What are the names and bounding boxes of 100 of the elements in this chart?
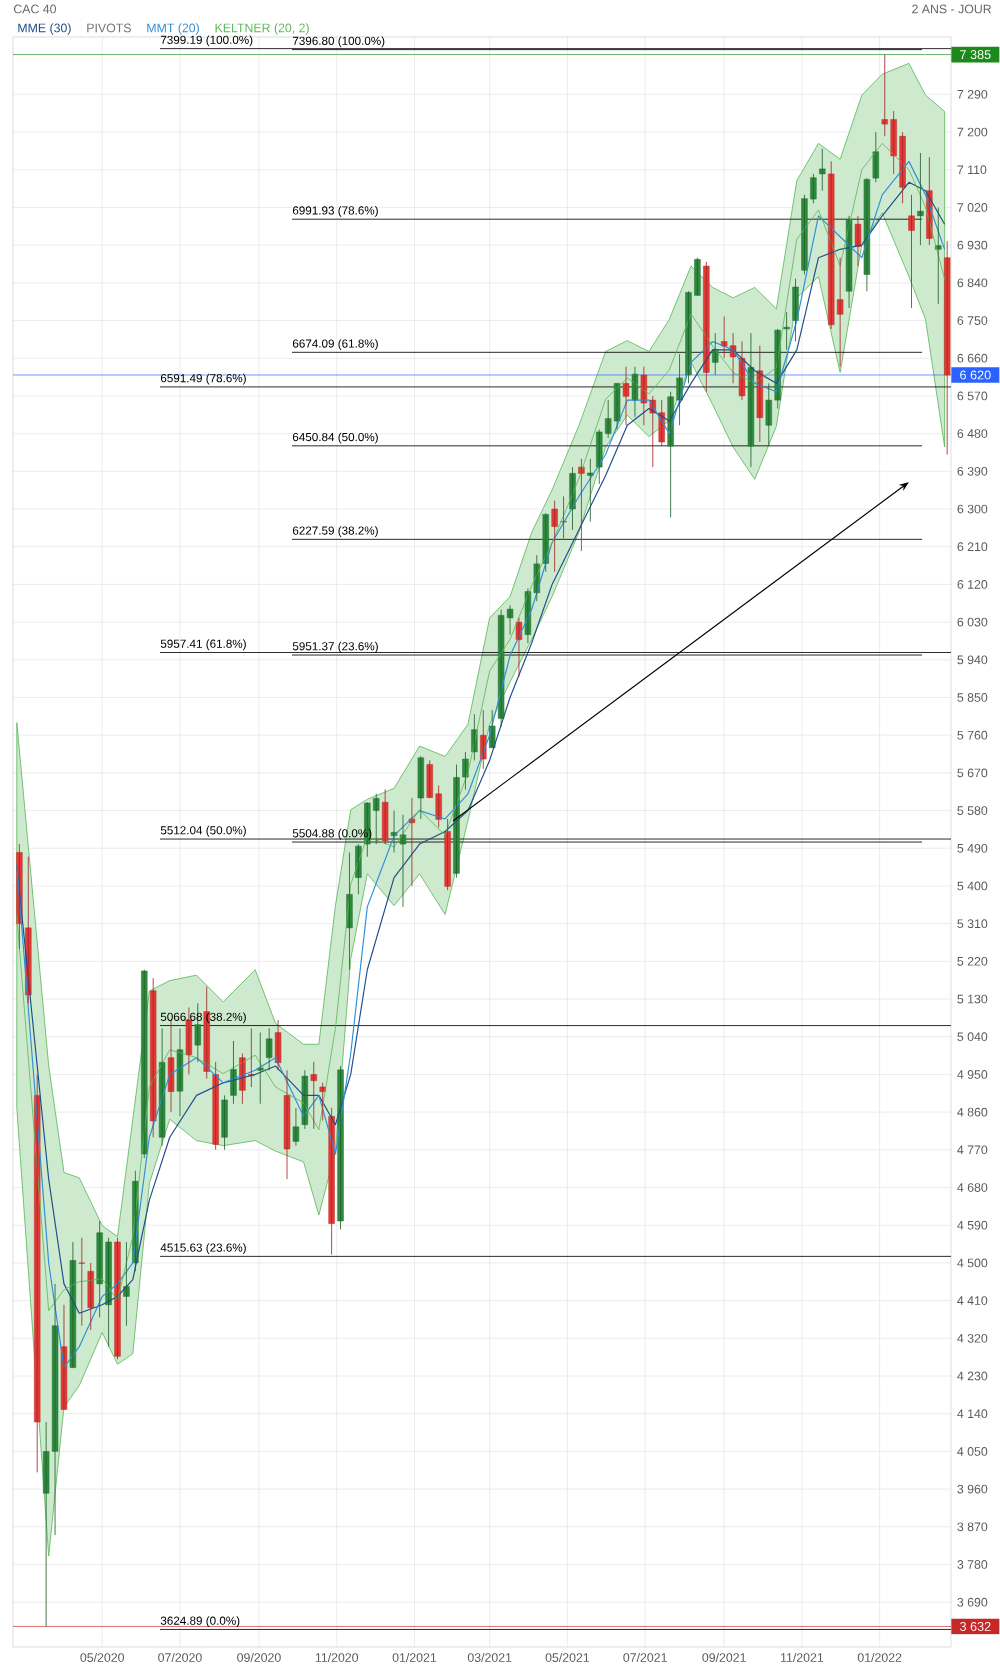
candlestick (310, 1061, 317, 1130)
y-tick-label: 6 570 (957, 391, 988, 401)
candlestick (265, 1027, 273, 1071)
candlestick (828, 160, 835, 330)
x-tick-label: 07/2020 (158, 1652, 202, 1662)
candlestick (462, 751, 469, 791)
ref-line-label: 7396.80 (100.0%) (292, 36, 385, 48)
y-tick-label: 5 130 (957, 994, 988, 1004)
ref-line-label: 6674.09 (61.8%) (292, 339, 378, 350)
ref-line-label: 3624.89 (0.0%) (160, 1616, 240, 1628)
y-tick-label: 5 670 (957, 768, 988, 778)
ref-line-label: 7399.19 (100.0%) (160, 35, 253, 47)
ref-line-label: 5951.37 (23.6%) (292, 641, 378, 653)
candlestick (212, 1061, 219, 1151)
candlestick (747, 332, 755, 468)
candlestick (765, 382, 772, 447)
chart-subtitle: 2 ANS - JOUR (912, 4, 992, 14)
candlestick (578, 458, 585, 552)
candlestick (444, 818, 451, 891)
y-tick-label: 4 770 (957, 1145, 988, 1155)
x-tick-label: 11/2020 (315, 1652, 359, 1662)
y-tick-label: 5 850 (957, 693, 988, 702)
candlestick (622, 366, 630, 426)
candlestick (694, 257, 701, 296)
y-tick-label: 5 220 (957, 956, 988, 966)
candlestick (890, 110, 897, 175)
candlestick (426, 759, 433, 799)
text: MME (30) (18, 23, 71, 35)
candlestick (123, 1241, 130, 1327)
y-tick-label: 3 690 (957, 1597, 988, 1607)
candlestick (944, 240, 951, 455)
candlestick (854, 215, 862, 267)
x-tick-label: 09/2020 (237, 1652, 281, 1662)
y-tick-label: 4 320 (957, 1333, 988, 1343)
ref-line-label: 3 632 (959, 1621, 991, 1631)
ref-line-label: 7 385 (960, 50, 991, 60)
y-tick-label: 4 050 (957, 1447, 988, 1456)
text: PIVOTS (87, 23, 131, 33)
candlestick (819, 148, 826, 192)
candlestick (783, 311, 790, 351)
candlestick (114, 1237, 121, 1360)
candlestick (587, 458, 594, 522)
y-tick-label: 7 020 (957, 203, 988, 212)
candlestick (881, 54, 888, 137)
candlestick (801, 194, 808, 275)
y-tick-label: 3 960 (957, 1484, 988, 1494)
x-tick-label: 07/2021 (623, 1652, 667, 1662)
candlestick (435, 785, 442, 828)
y-tick-label: 5 040 (957, 1032, 988, 1042)
x-tick-label: 05/2020 (80, 1652, 125, 1662)
y-tick-label: 4 590 (957, 1220, 988, 1230)
text: MMT (20) (147, 23, 199, 35)
y-tick-label: 4 230 (957, 1371, 988, 1381)
candlestick (283, 1069, 291, 1180)
candlestick (87, 1262, 94, 1331)
candlestick (292, 1107, 300, 1147)
y-tick-label: 6 930 (957, 240, 988, 250)
x-tick-label: 03/2021 (467, 1652, 512, 1662)
y-tick-label: 7 110 (957, 165, 987, 175)
y-tick-label: 6 750 (957, 316, 988, 325)
candlestick (96, 1220, 103, 1318)
candlestick (176, 1027, 184, 1117)
ref-line-label: 5512.04 (50.0%) (160, 825, 246, 837)
y-tick-label: 3 780 (957, 1560, 988, 1569)
candlestick (150, 977, 157, 1138)
ref-line-label: 6591.49 (78.6%) (160, 373, 246, 385)
x-tick-label: 01/2021 (392, 1652, 437, 1662)
y-tick-label: 3 870 (957, 1522, 988, 1532)
y-tick-label: 4 500 (957, 1258, 988, 1268)
y-tick-label: 4 680 (957, 1183, 988, 1192)
y-tick-label: 5 940 (957, 655, 988, 665)
candlestick (551, 500, 558, 573)
candlestick (908, 194, 915, 309)
y-tick-label: 5 310 (957, 919, 988, 929)
candlestick (596, 429, 603, 485)
y-tick-label: 7 200 (957, 127, 988, 137)
y-tick-label: 6 300 (957, 504, 988, 514)
candlestick (78, 1237, 86, 1327)
y-tick-label: 6 480 (957, 429, 988, 438)
candlestick (560, 496, 567, 539)
ref-line-label: 6991.93 (78.6%) (292, 206, 378, 217)
candlestick (373, 793, 380, 845)
y-tick-label: 7 290 (957, 89, 988, 99)
y-tick-label: 4 950 (957, 1070, 988, 1079)
y-tick-label: 6 390 (957, 466, 988, 476)
candlestick (605, 399, 612, 439)
y-tick-label: 6 840 (957, 278, 988, 288)
y-tick-label: 4 140 (957, 1409, 988, 1419)
y-tick-label: 5 490 (957, 843, 988, 853)
y-tick-label: 5 400 (957, 881, 988, 891)
x-tick-label: 05/2021 (545, 1652, 590, 1662)
y-tick-label: 6 210 (957, 542, 988, 552)
candlestick (221, 1094, 228, 1151)
candlestick (810, 173, 817, 204)
text: KELTNER (20, 2) (215, 23, 309, 35)
candlestick (417, 755, 425, 820)
x-tick-label: 09/2021 (702, 1652, 746, 1662)
y-tick-label: 5 580 (957, 806, 988, 815)
y-tick-label: 5 760 (957, 730, 988, 740)
y-tick-label: 6 030 (957, 617, 988, 627)
